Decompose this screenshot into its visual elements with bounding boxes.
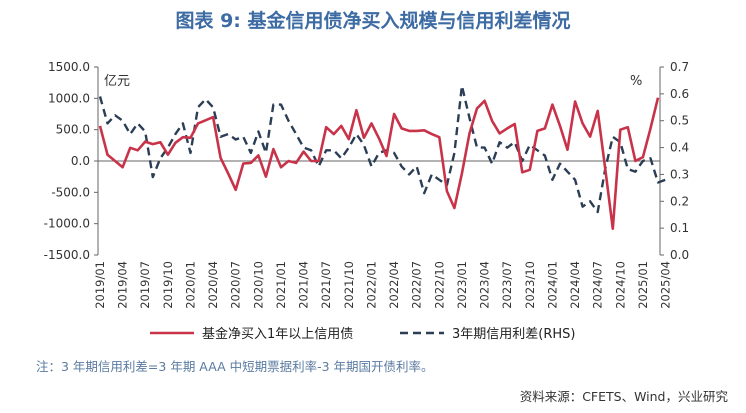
- x-tick-label: 2024/07: [591, 261, 605, 309]
- x-tick-label: 2019/04: [116, 261, 130, 309]
- series-line-fund-net-buy: [98, 97, 660, 230]
- chart-source: 资料来源：CFETS、Wind，兴业研究: [519, 389, 728, 404]
- chart-title: 图表 9: 基金信用债净买入规模与信用利差情况: [175, 10, 571, 32]
- x-tick-label: 2025/04: [659, 261, 673, 309]
- x-tick-label: 2025/01: [636, 261, 650, 309]
- left-axis-ticks: 1500.0 1000.0 500.0 0.0 -500.0 -1000.0 -1500.0: [44, 60, 98, 262]
- x-axis-ticks: 2019/01 2019/04 2019/07 2019/10 2020/01 2020/…: [93, 261, 673, 309]
- right-tick-label: 0.2: [670, 194, 689, 208]
- left-tick-label: -1500.0: [44, 248, 90, 262]
- x-tick-label: 2020/07: [229, 261, 243, 309]
- x-tick-label: 2021/01: [274, 261, 288, 309]
- x-tick-label: 2020/01: [183, 261, 197, 309]
- axes: 亿元%: [97, 67, 661, 255]
- legend-label: 3年期信用利差(RHS): [452, 327, 575, 342]
- x-tick-label: 2024/10: [613, 261, 627, 309]
- right-tick-label: 0.7: [670, 60, 689, 74]
- right-tick-label: 0.3: [670, 167, 689, 181]
- x-tick-label: 2022/04: [387, 261, 401, 309]
- x-tick-label: 2019/10: [161, 261, 175, 309]
- x-tick-label: 2023/10: [523, 261, 537, 309]
- x-tick-label: 2024/04: [568, 261, 582, 309]
- left-tick-label: 1000.0: [48, 91, 90, 105]
- x-tick-label: 2019/01: [93, 261, 107, 309]
- right-axis-unit: %: [630, 74, 642, 89]
- left-tick-label: 1500.0: [48, 60, 90, 74]
- x-tick-label: 2021/04: [297, 261, 311, 309]
- right-tick-label: 0.6: [670, 87, 689, 101]
- right-tick-label: 0.1: [670, 221, 689, 235]
- right-tick-label: 0.5: [670, 114, 689, 128]
- x-tick-label: 2020/10: [251, 261, 265, 309]
- left-tick-label: -500.0: [51, 185, 90, 199]
- right-axis-ticks: 0.7 0.6 0.5 0.4 0.3 0.2 0.1 0.0: [660, 60, 689, 262]
- left-tick-label: 0.0: [71, 154, 90, 168]
- x-tick-label: 2023/07: [500, 261, 514, 309]
- x-tick-label: 2020/04: [206, 261, 220, 309]
- x-tick-label: 2022/07: [410, 261, 424, 309]
- x-tick-label: 2024/01: [545, 261, 559, 309]
- x-tick-label: 2019/07: [138, 261, 152, 309]
- legend: 基金净买入1年以上信用债 3年期信用利差(RHS): [150, 326, 575, 342]
- chart-note: 注：3 年期信用利差=3 年期 AAA 中短期票据利率-3 年期国开债利率。: [36, 359, 434, 374]
- left-tick-label: 500.0: [56, 123, 90, 137]
- right-tick-label: 0.0: [670, 248, 689, 262]
- x-tick-label: 2021/10: [342, 261, 356, 309]
- x-tick-label: 2021/07: [319, 261, 333, 309]
- legend-label: 基金净买入1年以上信用债: [202, 326, 353, 342]
- right-tick-label: 0.4: [670, 141, 689, 155]
- x-tick-label: 2023/01: [455, 261, 469, 309]
- left-axis-unit: 亿元: [104, 74, 130, 89]
- x-tick-label: 2022/01: [364, 261, 378, 309]
- x-tick-label: 2022/10: [432, 261, 446, 309]
- x-tick-label: 2023/04: [478, 261, 492, 309]
- series-lines: [98, 84, 666, 230]
- left-tick-label: -1000.0: [44, 217, 90, 231]
